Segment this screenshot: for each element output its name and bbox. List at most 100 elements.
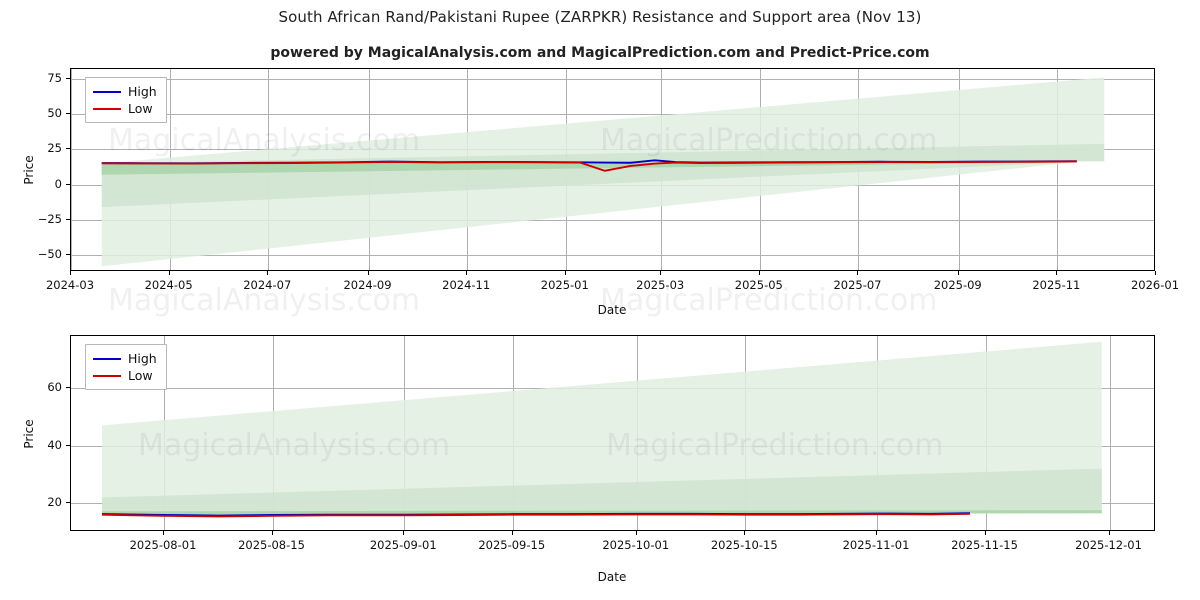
zoom-legend: High Low bbox=[85, 344, 167, 390]
tick-mark-x bbox=[1108, 531, 1110, 535]
tick-mark-x bbox=[466, 271, 468, 275]
tick-mark-x bbox=[367, 271, 369, 275]
band-resistance-mid bbox=[102, 468, 1102, 515]
series-layer bbox=[101, 159, 1077, 172]
zoom-yaxis-label: Price bbox=[22, 419, 36, 449]
tick-mark-x bbox=[163, 531, 164, 535]
tick-mark-x bbox=[271, 531, 273, 535]
tick-label-y: 20 bbox=[47, 495, 62, 510]
legend-entry-high: High bbox=[93, 83, 157, 100]
legend-swatch-high bbox=[93, 90, 121, 93]
legend-label-low: Low bbox=[128, 101, 153, 116]
gridline-vertical bbox=[1057, 69, 1059, 270]
tick-label-x: 2025-12-01 bbox=[1075, 538, 1142, 552]
tick-mark-x bbox=[168, 271, 170, 275]
tick-label-y: 75 bbox=[47, 70, 62, 85]
tick-label-y: 0 bbox=[54, 176, 62, 191]
tick-mark-x bbox=[403, 531, 405, 535]
tick-mark-x bbox=[635, 531, 637, 535]
tick-mark-x bbox=[660, 271, 662, 275]
tick-mark-y bbox=[66, 148, 70, 150]
tick-mark-y bbox=[66, 218, 70, 220]
tick-mark-x bbox=[564, 271, 566, 275]
gridline-horizontal bbox=[71, 219, 1154, 221]
band-resistance-outer bbox=[102, 341, 1102, 515]
band-support-mid bbox=[101, 162, 1077, 208]
gridline-horizontal bbox=[71, 78, 1154, 80]
tick-mark-x bbox=[1155, 271, 1156, 275]
overview-plot-area bbox=[70, 68, 1155, 271]
tick-label-y: −50 bbox=[37, 247, 62, 262]
overview-legend: High Low bbox=[85, 77, 167, 123]
tick-mark-y bbox=[66, 113, 70, 115]
overview-chart-panel bbox=[70, 68, 1155, 271]
tick-mark-x bbox=[758, 271, 760, 275]
tick-label-x: 2025-09-01 bbox=[369, 538, 437, 552]
band-layer bbox=[102, 341, 1102, 515]
tick-mark-y bbox=[66, 183, 70, 185]
legend-entry-high: High bbox=[93, 350, 157, 367]
series-layer bbox=[101, 512, 971, 518]
gridline-horizontal bbox=[71, 114, 1154, 116]
tick-label-x: 2025-08-15 bbox=[238, 538, 305, 552]
tick-mark-x bbox=[267, 271, 269, 275]
tick-label-x: 2024-03 bbox=[45, 278, 95, 292]
tick-label-x: 2025-11 bbox=[1032, 278, 1081, 292]
tick-label-x: 2024-07 bbox=[243, 278, 292, 292]
tick-mark-y bbox=[66, 444, 70, 446]
tick-label-x: 2026-01 bbox=[1130, 278, 1180, 292]
tick-mark-y bbox=[66, 502, 70, 504]
tick-label-y: 25 bbox=[47, 141, 62, 156]
overview-xaxis-label: Date bbox=[597, 303, 627, 317]
tick-label-x: 2025-10-15 bbox=[710, 538, 778, 552]
tick-label-x: 2025-07 bbox=[833, 278, 882, 292]
legend-swatch-low bbox=[93, 107, 121, 110]
legend-entry-low: Low bbox=[93, 100, 157, 117]
legend-label-high: High bbox=[128, 84, 157, 99]
tick-label-x: 2025-11-15 bbox=[951, 538, 1018, 552]
tick-label-x: 2025-08-01 bbox=[129, 538, 197, 552]
chart-title: South African Rand/Pakistani Rupee (ZARP… bbox=[278, 8, 922, 26]
tick-label-x: 2024-05 bbox=[144, 278, 193, 292]
tick-mark-x bbox=[876, 531, 877, 535]
legend-label-low: Low bbox=[128, 368, 153, 383]
band-layer bbox=[101, 77, 1105, 267]
tick-mark-x bbox=[984, 531, 986, 535]
tick-label-x: 2025-01 bbox=[540, 278, 589, 292]
gridline-vertical bbox=[1109, 336, 1111, 530]
chart-subtitle: powered by MagicalAnalysis.com and Magic… bbox=[270, 45, 930, 61]
legend-swatch-low bbox=[93, 374, 121, 377]
series-line-low bbox=[101, 512, 971, 518]
tick-mark-y bbox=[66, 254, 70, 256]
tick-mark-x bbox=[70, 271, 71, 275]
gridline-horizontal bbox=[71, 255, 1154, 257]
tick-mark-y bbox=[66, 386, 70, 388]
band-resistance-outer bbox=[101, 77, 1105, 164]
band-support-inner bbox=[101, 162, 1077, 175]
zoom-chart-panel bbox=[70, 335, 1155, 531]
tick-label-x: 2025-05 bbox=[734, 278, 783, 292]
zoom-plot-area bbox=[70, 335, 1155, 531]
legend-swatch-high bbox=[93, 357, 121, 360]
zoom-xaxis-label: Date bbox=[597, 570, 627, 584]
legend-label-high: High bbox=[128, 351, 157, 366]
tick-label-y: 50 bbox=[47, 106, 62, 121]
tick-label-x: 2025-09 bbox=[933, 278, 982, 292]
overview-yaxis-label: Price bbox=[22, 155, 36, 185]
band-resistance-mid bbox=[101, 143, 1105, 164]
tick-label-x: 2025-10-01 bbox=[602, 538, 670, 552]
tick-label-y: 60 bbox=[47, 379, 62, 394]
tick-label-x: 2025-09-15 bbox=[478, 538, 546, 552]
tick-mark-y bbox=[66, 77, 70, 79]
legend-entry-low: Low bbox=[93, 367, 157, 384]
tick-mark-x bbox=[957, 271, 959, 275]
tick-label-y: −25 bbox=[37, 211, 62, 226]
gridline-vertical bbox=[71, 69, 72, 270]
tick-mark-x bbox=[857, 271, 859, 275]
tick-label-y: 40 bbox=[47, 437, 62, 452]
tick-mark-x bbox=[1056, 271, 1058, 275]
tick-label-x: 2024-11 bbox=[442, 278, 491, 292]
tick-mark-x bbox=[744, 531, 746, 535]
tick-label-x: 2025-03 bbox=[636, 278, 685, 292]
